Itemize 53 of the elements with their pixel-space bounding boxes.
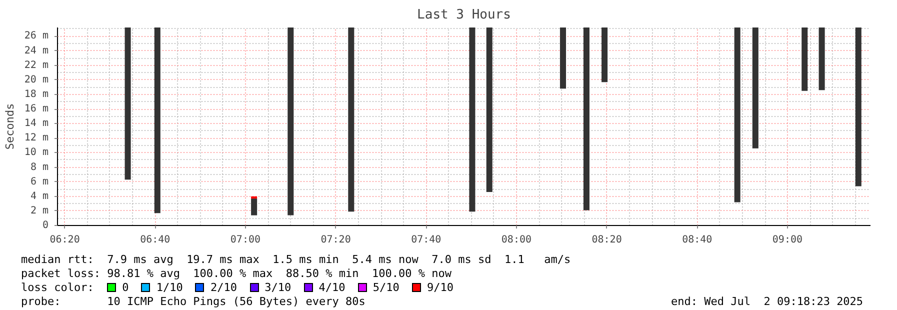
bar	[752, 28, 758, 148]
x-tick-label: 07:40	[411, 234, 442, 246]
y-tick-label: 0	[42, 220, 49, 231]
y-tick-label: 20 m	[24, 74, 49, 86]
y-tick-label: 26 m	[24, 30, 49, 42]
y-tick-label: 4 m	[30, 190, 48, 202]
bar	[288, 28, 294, 216]
y-tick-label: 24 m	[24, 45, 49, 56]
text: probe: 10 ICMP Echo Pings (56 Bytes) every 80s	[21, 295, 366, 309]
x-tick-label: 09:00	[772, 234, 803, 246]
legend-label: 5/10	[372, 281, 400, 294]
x-tick-label: 08:20	[592, 234, 622, 246]
bar	[583, 28, 590, 210]
legend-label: 2/10	[210, 281, 237, 294]
y-tick-label: 6 m	[30, 176, 48, 188]
bar	[486, 28, 492, 192]
bar	[855, 28, 862, 186]
y-tick-label: 8 m	[30, 162, 48, 173]
bar	[560, 28, 566, 89]
y-tick-label: 12 m	[24, 132, 49, 144]
legend-label: 1/10	[156, 281, 183, 294]
bar	[348, 28, 354, 212]
y-tick-label: 10 m	[24, 147, 49, 158]
bar	[154, 28, 160, 214]
legend-title: loss color:	[21, 281, 94, 294]
legend-label: 9/10	[426, 281, 454, 294]
bar	[469, 28, 476, 212]
y-tick-label: 22 m	[24, 60, 49, 71]
y-tick-label: 16 m	[24, 104, 49, 115]
x-tick-label: 07:00	[230, 234, 261, 246]
bar	[818, 28, 825, 90]
text: packet loss: 98.81 % avg 100.00 % max 88.50 % min 100.00 % now	[21, 267, 452, 280]
x-tick-label: 08:00	[501, 234, 532, 246]
text: median rtt: 7.9 ms avg 19.7 ms max 1.5 ms min 5.4 ms now 7.0 ms sd 1.1 am/s	[21, 253, 571, 266]
legend-label: 3/10	[264, 281, 292, 294]
legend-label: 4/10	[318, 281, 346, 294]
bar	[251, 198, 258, 216]
legend-label: 0	[122, 281, 129, 294]
bar	[802, 28, 808, 91]
x-tick-label: 06:20	[50, 234, 80, 246]
bar	[602, 28, 608, 82]
x-tick-label: 06:40	[140, 234, 170, 246]
bar	[251, 196, 258, 199]
bar	[124, 28, 131, 180]
x-tick-label: 08:40	[682, 234, 712, 246]
y-tick-label: 2 m	[30, 205, 48, 216]
y-axis-title: Seconds	[3, 103, 16, 150]
y-tick-label: 18 m	[24, 88, 49, 100]
chart-title: Last 3 Hours	[417, 8, 511, 22]
x-tick-label: 07:20	[320, 234, 351, 246]
bar	[734, 28, 740, 202]
text: end: Wed Jul 2 09:18:23 2025	[671, 295, 864, 308]
y-tick-label: 14 m	[24, 118, 49, 130]
